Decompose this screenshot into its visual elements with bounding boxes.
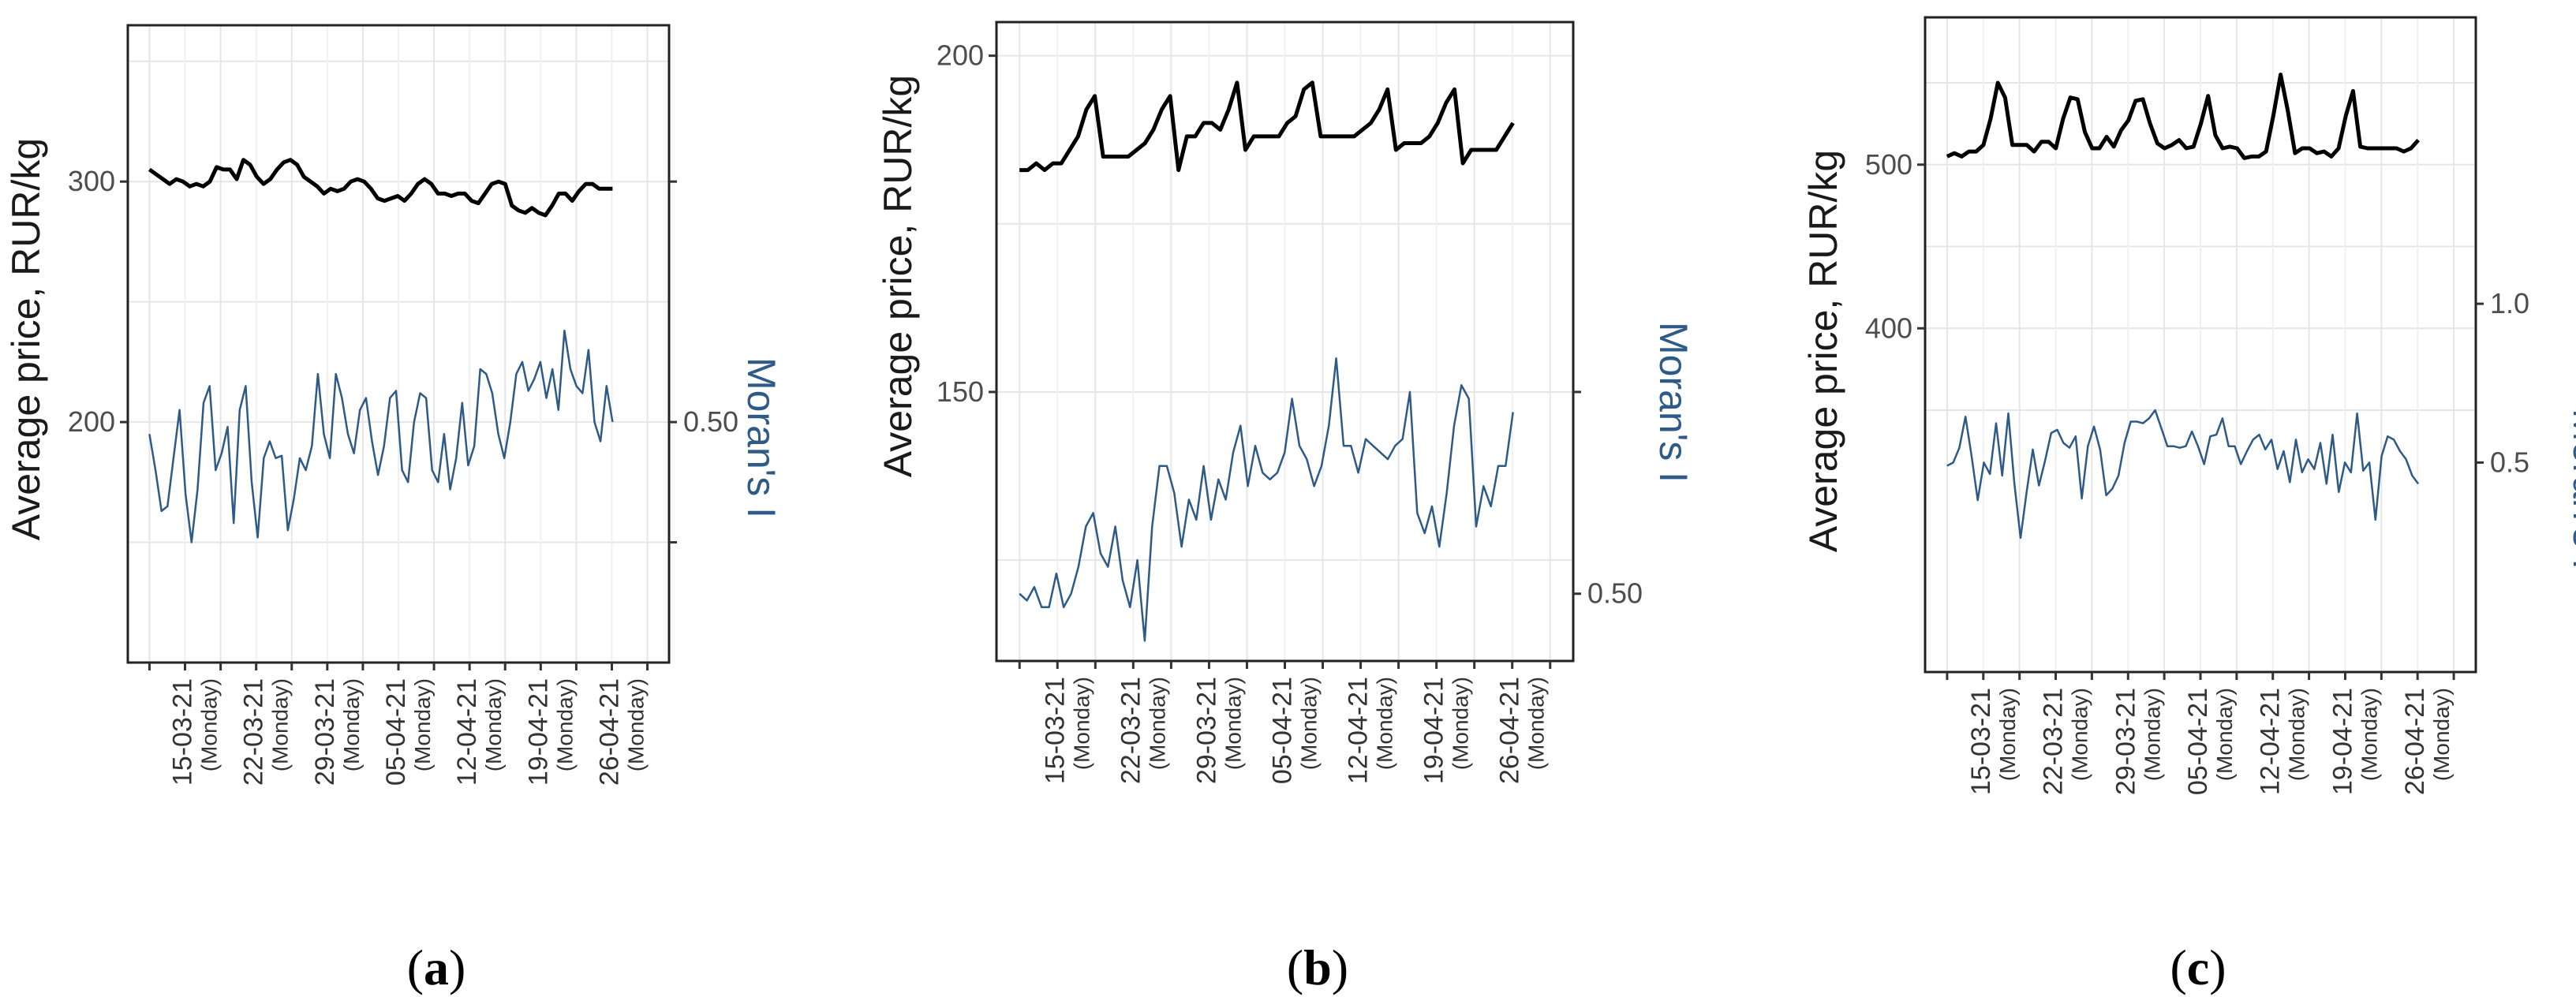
x-tick-weekday: (Monday) [623,678,648,771]
panel-caption-letter: c [2187,939,2209,995]
x-tick-weekday: (Monday) [1297,677,1322,770]
x-tick-weekday: (Monday) [339,678,364,771]
y-tick-label: 200 [937,39,984,72]
x-tick-label: 29-03-21 (Monday) [2111,688,2164,795]
right-axis-title: Moran's I [2565,409,2576,569]
series-average-price-line [148,158,613,218]
panel-caption-letter: b [1303,939,1332,995]
series-morans-i-line [1946,409,2420,540]
panel-caption: (b) [1287,939,1348,995]
right-tick-label: 0.50 [683,405,738,438]
y-tick-label: 400 [1865,312,1912,344]
x-tick-date: 12-04-21 [1344,677,1374,784]
x-tick-date: 19-04-21 [523,678,553,786]
x-tick-date: 15-03-21 [1040,677,1070,784]
x-tick-weekday: (Monday) [1995,688,2020,781]
x-tick-date: 05-04-21 [2183,688,2213,795]
x-tick-weekday: (Monday) [410,678,435,771]
x-tick-date: 26-04-21 [2400,688,2430,795]
x-tick-weekday: (Monday) [481,678,506,771]
x-tick-date: 19-04-21 [2327,688,2357,795]
x-tick-label: 29-03-21 (Monday) [310,678,364,786]
y-tick-label: 200 [68,405,115,438]
x-tick-label: 12-04-21 (Monday) [2256,688,2309,795]
series-average-price-line [1946,73,2420,160]
x-tick-weekday: (Monday) [2357,688,2381,781]
x-tick-date: 05-04-21 [381,678,411,786]
x-tick-date: 29-03-21 [2111,688,2140,795]
x-tick-label: 19-04-21 (Monday) [1419,677,1473,784]
x-tick-label: 19-04-21 (Monday) [2327,688,2381,795]
y-axis-title: Average price, RUR/kg [876,75,920,477]
x-tick-date: 29-03-21 [1191,677,1221,784]
x-tick-date: 26-04-21 [1495,677,1525,784]
x-tick-label: 22-03-21 (Monday) [239,678,293,786]
x-tick-date: 22-03-21 [1116,677,1146,784]
x-tick-label: 26-04-21 (Monday) [594,678,648,786]
y-tick-label: 150 [937,375,984,408]
x-tick-label: 26-04-21 (Monday) [1495,677,1549,784]
x-tick-date: 12-04-21 [2256,688,2286,795]
y-axis-title: Average price, RUR/kg [4,138,48,540]
x-tick-label: 15-03-21 (Monday) [1040,677,1094,784]
x-tick-weekday: (Monday) [2212,688,2237,781]
x-tick-date: 19-04-21 [1419,677,1449,784]
x-tick-label: 15-03-21 (Monday) [168,678,222,786]
x-tick-date: 22-03-21 [2039,688,2069,795]
series-average-price-line [1019,80,1515,173]
series-morans-i-line [1019,357,1514,642]
x-tick-label: 12-04-21 (Monday) [1344,677,1397,784]
x-tick-label: 22-03-21 (Monday) [1116,677,1169,784]
right-tick-label: 0.50 [1587,577,1643,610]
x-tick-weekday: (Monday) [1524,677,1549,770]
panel-caption: (a) [407,939,466,995]
y-axis-title: Average price, RUR/kg [1801,150,1845,552]
x-tick-weekday: (Monday) [197,678,222,771]
x-tick-date: 05-04-21 [1268,677,1298,784]
x-tick-weekday: (Monday) [2429,688,2454,781]
x-tick-weekday: (Monday) [1221,677,1245,770]
right-tick-label: 0.5 [2490,446,2529,478]
panel-caption-letter: a [424,939,449,995]
x-tick-weekday: (Monday) [552,678,577,771]
x-tick-weekday: (Monday) [1069,677,1094,770]
x-tick-label: 22-03-21 (Monday) [2039,688,2092,795]
y-tick-label: 300 [68,165,115,197]
x-tick-label: 26-04-21 (Monday) [2400,688,2454,795]
right-axis-title: Moran's I [739,357,783,518]
x-tick-weekday: (Monday) [2140,688,2164,781]
x-tick-label: 05-04-21 (Monday) [2183,688,2237,795]
x-tick-date: 15-03-21 [1966,688,1996,795]
x-tick-weekday: (Monday) [2285,688,2309,781]
y-tick-label: 500 [1865,148,1912,181]
x-tick-date: 12-04-21 [452,678,482,786]
x-tick-weekday: (Monday) [1449,677,1473,770]
x-tick-label: 19-04-21 (Monday) [523,678,577,786]
right-axis-title: Moran's I [1651,322,1696,483]
x-tick-weekday: (Monday) [2068,688,2092,781]
x-tick-weekday: (Monday) [1145,677,1169,770]
x-tick-date: 15-03-21 [168,678,198,786]
x-tick-label: 29-03-21 (Monday) [1191,677,1245,784]
x-tick-date: 26-04-21 [594,678,624,786]
x-tick-weekday: (Monday) [1373,677,1397,770]
right-tick-label: 1.0 [2490,287,2529,319]
series-morans-i-line [148,329,614,543]
x-tick-label: 12-04-21 (Monday) [452,678,506,786]
x-tick-weekday: (Monday) [268,678,293,771]
x-tick-label: 05-04-21 (Monday) [381,678,435,786]
x-tick-label: 05-04-21 (Monday) [1268,677,1322,784]
panel-caption: (c) [2170,939,2226,995]
x-tick-date: 29-03-21 [310,678,340,786]
x-tick-date: 22-03-21 [239,678,269,786]
x-tick-label: 15-03-21 (Monday) [1966,688,2020,795]
